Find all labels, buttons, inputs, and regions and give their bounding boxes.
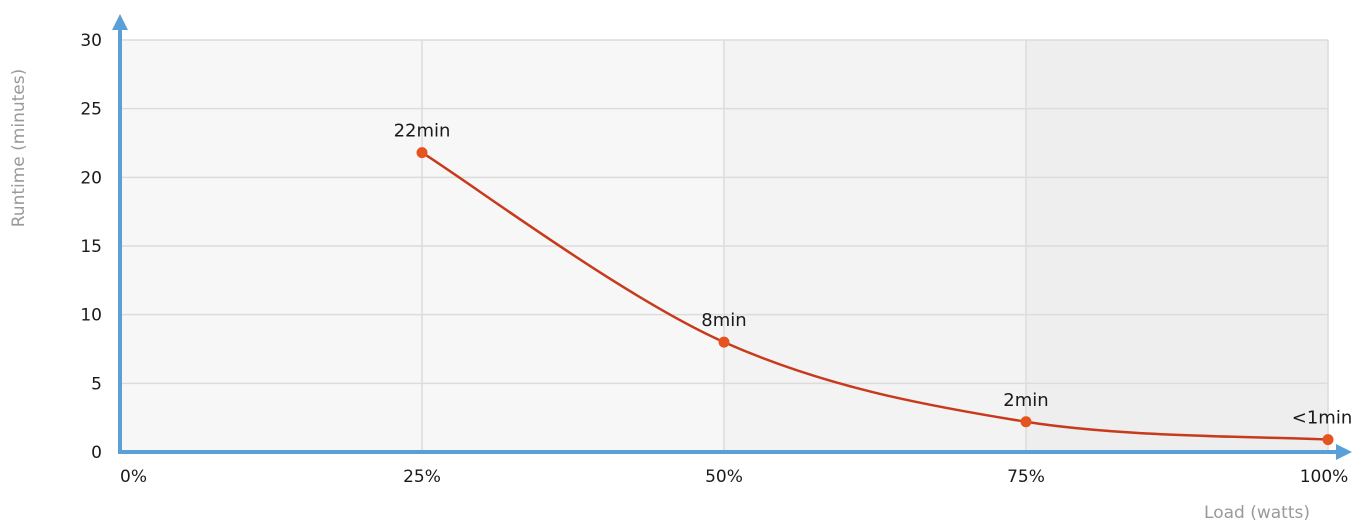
y-axis-arrow xyxy=(112,14,128,30)
data-label-0: 22min xyxy=(394,121,451,142)
y-tick-label-5: 5 xyxy=(91,374,102,394)
y-tick-label-10: 10 xyxy=(80,306,102,326)
axes xyxy=(112,14,1352,460)
y-tick-label-20: 20 xyxy=(80,168,102,188)
y-tick-label-25: 25 xyxy=(80,100,102,120)
x-tick-label-100: 100% xyxy=(1300,467,1349,487)
data-point-0 xyxy=(416,147,428,159)
y-axis-title: Runtime (minutes) xyxy=(9,69,29,228)
data-label-3: <1min xyxy=(1292,408,1352,429)
data-series xyxy=(416,147,1334,446)
x-axis-title: Load (watts) xyxy=(1204,503,1310,523)
y-tick-label-0: 0 xyxy=(91,443,102,463)
data-label-2: 2min xyxy=(1003,390,1048,411)
x-tick-label-75: 75% xyxy=(1007,467,1045,487)
data-label-1: 8min xyxy=(701,310,746,331)
tick-labels: 0 5 10 15 20 25 30 0% 25% 50% 75% 100% xyxy=(80,31,1348,487)
x-tick-label-0: 0% xyxy=(120,467,147,487)
data-point-1 xyxy=(718,336,730,348)
x-axis-arrow xyxy=(1336,444,1352,460)
data-labels: 22min 8min 2min <1min xyxy=(394,121,1353,429)
gridlines xyxy=(120,39,1329,452)
x-tick-label-25: 25% xyxy=(403,467,441,487)
data-point-3 xyxy=(1322,434,1334,446)
y-tick-label-15: 15 xyxy=(80,237,102,257)
x-tick-label-50: 50% xyxy=(705,467,743,487)
data-point-2 xyxy=(1020,416,1032,428)
series-line-0 xyxy=(421,151,1329,441)
y-tick-label-30: 30 xyxy=(80,31,102,51)
